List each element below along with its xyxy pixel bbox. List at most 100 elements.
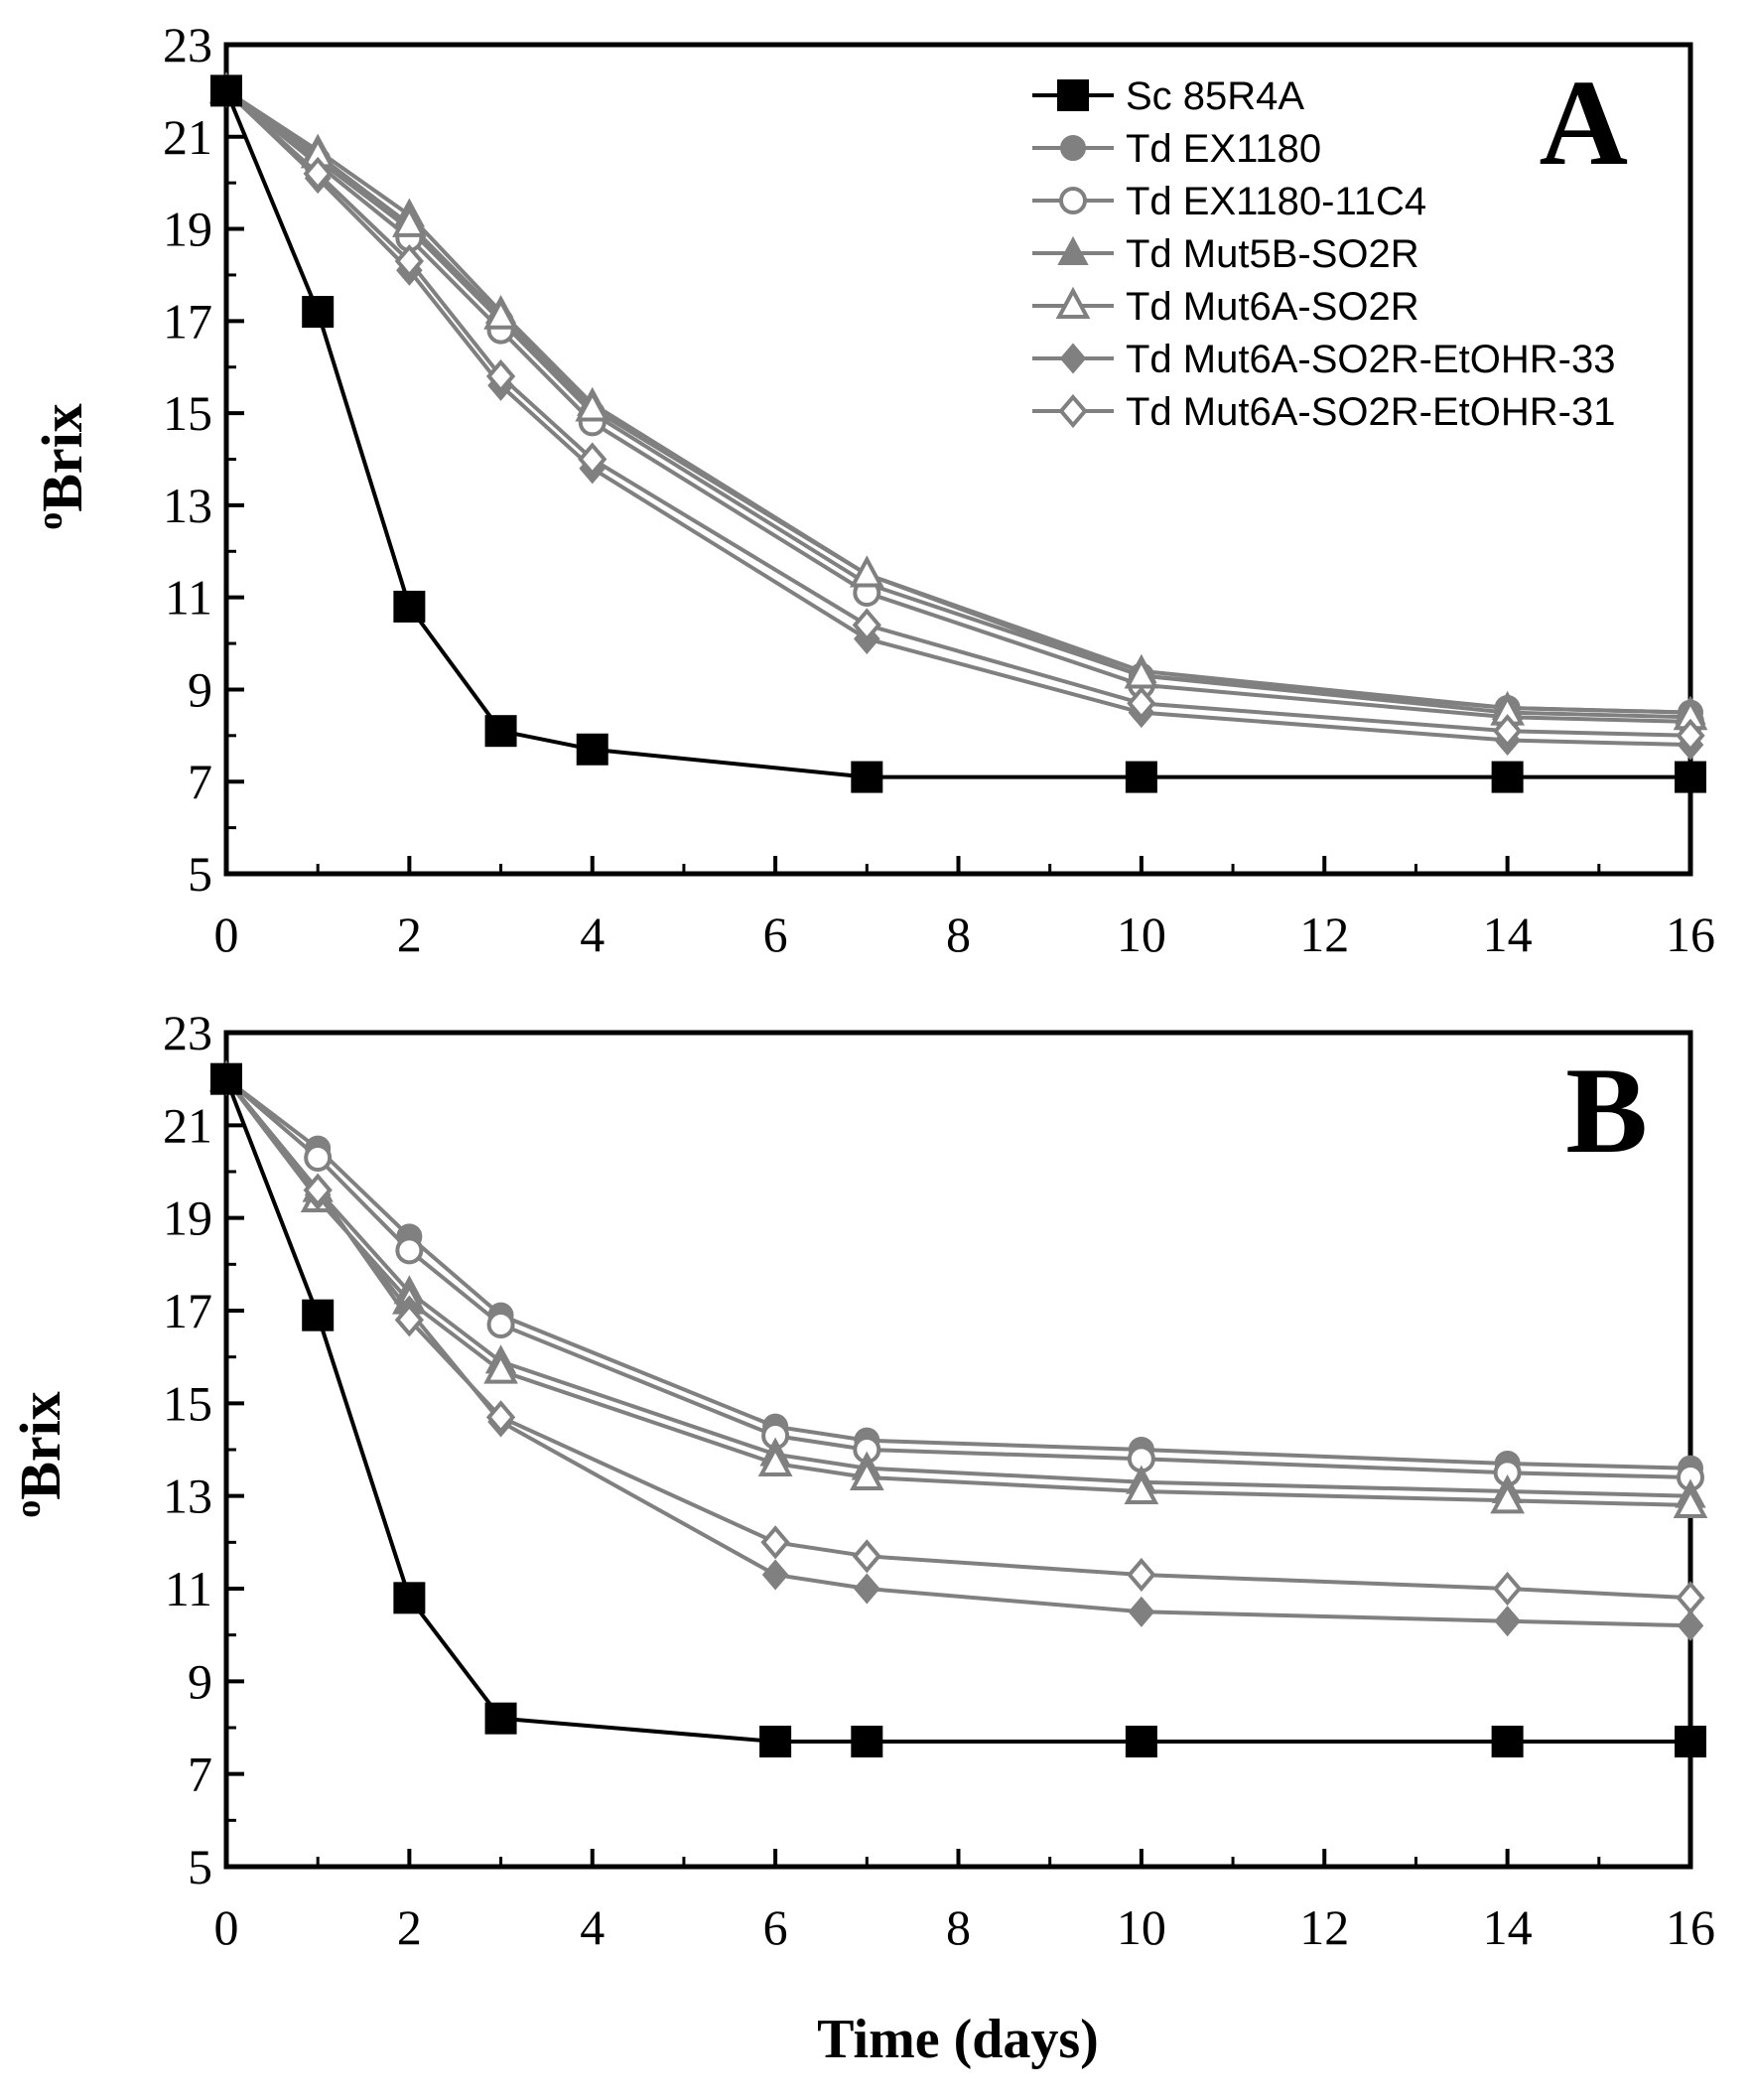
panel-a-chart: 0 2 4 6 8 10 12 14 16 5 7 9 11 13 15 17 19 21 23 Sc 85R4A T… xyxy=(163,17,1715,962)
legend-entry-td-ex1180: Td EX1180 xyxy=(1032,127,1321,171)
y-axis-title-text: Brix xyxy=(30,403,94,512)
legend-label: Td Mut5B-SO2R xyxy=(1126,232,1419,276)
panel-a-point-sc-85r4a xyxy=(1491,761,1524,793)
panel-b-letter: B xyxy=(1565,1043,1648,1179)
panel-b-series-td-mut6a-so2r xyxy=(208,1059,1708,1518)
panel-b-point-td-mut6a-so2r xyxy=(1124,1471,1159,1504)
panel-b-point-sc-85r4a xyxy=(393,1582,426,1614)
panel-b-point-td-mut6a-so2r xyxy=(483,1351,518,1384)
legend-marker xyxy=(1059,343,1087,374)
panel-a-point-td-mut6a-so2r-etohr-31 xyxy=(485,358,516,394)
panel-a-point-sc-85r4a xyxy=(302,296,335,329)
x-axis-title: Time (days) xyxy=(817,2009,1099,2070)
panel-a-point-sc-85r4a xyxy=(1125,761,1157,793)
panel-b-point-sc-85r4a xyxy=(302,1299,335,1331)
panel-b-line-sc-85r4a xyxy=(224,1077,1690,1744)
legend-label: Td EX1180-11C4 xyxy=(1126,180,1426,223)
legend-marker xyxy=(1060,135,1086,161)
panel-a-axis-ticks: 0 2 4 6 8 10 12 14 16 5 7 9 11 13 15 17 19 21 23 xyxy=(163,17,1715,962)
panel-a-y-tick-label: 15 xyxy=(163,385,212,441)
panel-a-x-tick-label: 12 xyxy=(1299,907,1349,962)
legend-marker xyxy=(1058,393,1088,429)
legend-entry-td-mut6a-so2r-etohr-31: Td Mut6A-SO2R-EtOHR-31 xyxy=(1032,390,1615,434)
panel-b-point-td-mut6a-so2r-etohr-31 xyxy=(485,1400,516,1435)
legend-marker xyxy=(1057,79,1089,111)
legend-label: Td Mut6A-SO2R-EtOHR-31 xyxy=(1126,390,1615,434)
panel-b-series-td-ex1180-11c4 xyxy=(212,1064,1704,1491)
legend-label: Sc 85R4A xyxy=(1126,74,1304,118)
panel-b-point-td-mut6a-so2r-etohr-33 xyxy=(1494,1606,1521,1637)
y-axis-degree-sign: o xyxy=(8,1500,48,1518)
panel-b-point-sc-85r4a xyxy=(851,1726,883,1757)
panel-b-y-tick-label: 5 xyxy=(188,1839,212,1894)
panel-b-line-td-mut5b-so2r xyxy=(224,1077,1691,1498)
panel-b-point-td-mut6a-so2r xyxy=(849,1458,884,1490)
panel-b-point-td-mut6a-so2r-etohr-33 xyxy=(1128,1596,1155,1627)
panel-a-point-sc-85r4a xyxy=(484,715,517,748)
panel-b-x-tick-label: 4 xyxy=(580,1899,605,1955)
panel-b-series-group xyxy=(208,1059,1708,1757)
panel-b-y-axis-title: oBrix xyxy=(8,1391,72,1518)
panel-b-line-td-mut6a-so2r-etohr-33 xyxy=(224,1077,1691,1628)
panel-b-y-tick-label: 11 xyxy=(165,1561,212,1616)
panel-b-x-tick-label: 8 xyxy=(946,1899,971,1955)
panel-b-point-td-mut6a-so2r-etohr-33 xyxy=(853,1573,880,1605)
panel-b-x-tick-label: 0 xyxy=(214,1899,239,1955)
panel-b-point-td-mut6a-so2r xyxy=(757,1444,793,1476)
panel-b-point-td-mut6a-so2r xyxy=(1490,1481,1525,1514)
panel-b-point-sc-85r4a xyxy=(1675,1726,1706,1757)
panel-a-point-td-mut6a-so2r-etohr-31 xyxy=(303,156,333,191)
panel-a-legend: Sc 85R4A Td EX1180 Td EX1180-11C4 Td Mut5B-… xyxy=(1032,74,1615,434)
panel-a-y-tick-label: 23 xyxy=(163,17,212,72)
panel-a-y-tick-label: 19 xyxy=(163,202,212,257)
panel-a-x-tick-label: 2 xyxy=(397,907,422,962)
panel-b-line-td-ex1180 xyxy=(224,1077,1691,1470)
panel-b-point-td-mut6a-so2r-etohr-33 xyxy=(761,1559,789,1591)
panel-a-point-td-mut6a-so2r xyxy=(849,555,884,588)
panel-b-point-td-mut6a-so2r-etohr-31 xyxy=(760,1525,790,1560)
panel-a-point-sc-85r4a xyxy=(1675,761,1706,793)
panel-a-x-tick-label: 0 xyxy=(214,907,239,962)
panel-a-point-td-mut6a-so2r-etohr-31 xyxy=(852,608,881,642)
legend-entry-td-ex1180-11c4: Td EX1180-11C4 xyxy=(1032,180,1426,223)
legend-label: Td Mut6A-SO2R-EtOHR-33 xyxy=(1126,338,1615,381)
panel-b-line-td-ex1180-11c4 xyxy=(224,1077,1691,1479)
panel-b-point-td-mut6a-so2r-etohr-31 xyxy=(303,1173,333,1207)
panel-a-series-td-mut6a-so2r-etohr-31 xyxy=(211,73,1705,753)
panel-b-point-td-mut6a-so2r-etohr-31 xyxy=(1492,1571,1523,1607)
panel-b-point-td-mut6a-so2r-etohr-31 xyxy=(852,1539,881,1574)
panel-b-x-tick-label: 6 xyxy=(763,1899,788,1955)
panel-a-y-tick-label: 13 xyxy=(163,478,212,533)
panel-b-point-td-mut6a-so2r-etohr-31 xyxy=(1676,1581,1705,1615)
legend-marker xyxy=(1055,286,1091,319)
panel-a-x-tick-label: 8 xyxy=(946,907,971,962)
panel-a-letter: A xyxy=(1539,55,1628,191)
panel-b-y-tick-label: 21 xyxy=(163,1097,212,1153)
panel-a-x-tick-label: 16 xyxy=(1666,907,1715,962)
panel-a-point-td-mut6a-so2r xyxy=(575,389,610,422)
panel-a-x-tick-label: 6 xyxy=(763,907,788,962)
panel-a-y-tick-label: 9 xyxy=(188,661,212,717)
panel-a-point-td-mut6a-so2r-etohr-31 xyxy=(1492,714,1523,749)
legend-label: Td EX1180 xyxy=(1126,127,1321,171)
panel-a-point-sc-85r4a xyxy=(576,733,608,766)
panel-a-point-td-mut6a-so2r-etohr-31 xyxy=(394,243,425,279)
panel-a-point-td-mut6a-so2r xyxy=(483,297,518,330)
panel-b-point-sc-85r4a xyxy=(1491,1726,1524,1757)
panel-b-y-tick-label: 19 xyxy=(163,1190,212,1246)
panel-b-series-td-mut6a-so2r-etohr-31 xyxy=(211,1061,1705,1615)
panel-a-y-tick-label: 5 xyxy=(188,846,212,902)
panel-b-point-sc-85r4a xyxy=(759,1726,792,1757)
panel-a-point-sc-85r4a xyxy=(851,761,883,793)
panel-a-point-sc-85r4a xyxy=(393,590,426,623)
panel-b-line-td-mut6a-so2r-etohr-31 xyxy=(224,1077,1691,1601)
panel-b-chart: 0 2 4 6 8 10 12 14 16 5 7 9 11 13 15 17 19 21 23 B xyxy=(163,1005,1715,1955)
panel-b-point-sc-85r4a xyxy=(484,1702,517,1735)
panel-b-point-td-mut6a-so2r-etohr-33 xyxy=(1677,1610,1704,1641)
panel-b-line-td-mut6a-so2r xyxy=(224,1077,1691,1507)
panel-b-x-tick-label: 12 xyxy=(1299,1899,1349,1955)
panel-b-point-td-ex1180-11c4 xyxy=(486,1311,515,1338)
panel-b-x-tick-label: 16 xyxy=(1666,1899,1715,1955)
panel-b-series-td-mut5b-so2r xyxy=(210,1061,1706,1508)
